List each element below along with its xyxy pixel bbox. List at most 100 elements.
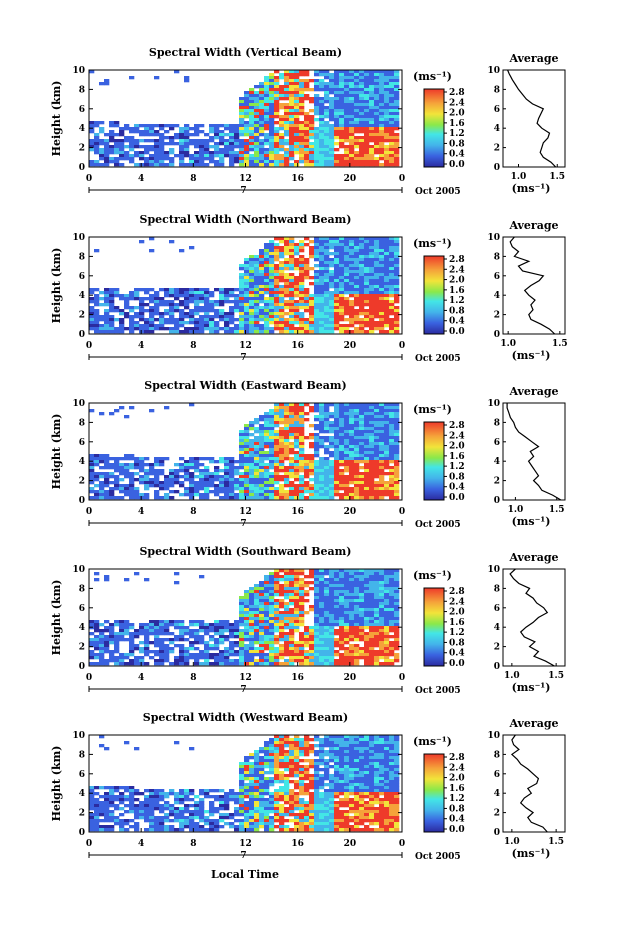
heatmap-cell — [324, 255, 330, 259]
heatmap-cell — [339, 626, 345, 630]
colorbar-unit: (ms⁻¹) — [413, 70, 452, 83]
heatmap-cell — [289, 127, 295, 131]
heatmap-cell — [259, 291, 265, 295]
heatmap-cell — [294, 315, 300, 319]
heatmap-cell — [254, 593, 260, 597]
heatmap-cell — [304, 297, 310, 301]
heatmap-cell — [369, 303, 375, 307]
heatmap-cell — [194, 154, 200, 158]
heatmap-cell — [354, 442, 360, 446]
heatmap-cell — [294, 641, 300, 645]
heatmap-cell — [309, 626, 315, 630]
heatmap-cell — [234, 626, 240, 630]
heatmap-cell — [379, 638, 385, 642]
heatmap-cell — [354, 276, 360, 280]
heatmap-cell — [394, 154, 400, 158]
heatmap-cell — [319, 148, 325, 152]
heatmap-cell — [164, 309, 170, 313]
heatmap-cell — [274, 439, 280, 443]
heatmap-cell — [319, 569, 325, 573]
heatmap-cell — [334, 418, 340, 422]
heatmap-cell — [279, 602, 285, 606]
heatmap-cell — [344, 436, 350, 440]
heatmap-cell — [284, 160, 290, 164]
heatmap-cell — [329, 237, 335, 241]
heatmap-cell — [344, 73, 350, 77]
heatmap-cell — [314, 94, 320, 98]
heatmap-cell — [239, 306, 245, 310]
heatmap-cell — [94, 647, 100, 651]
heatmap-cell — [294, 493, 300, 497]
heatmap-cell — [334, 240, 340, 244]
heatmap-cell — [339, 569, 345, 573]
heatmap-cell — [154, 154, 160, 158]
heatmap-cell — [304, 136, 310, 140]
heatmap-cell — [259, 261, 265, 265]
heatmap-cell — [119, 148, 125, 152]
heatmap-cell — [279, 321, 285, 325]
heatmap-cell — [274, 273, 280, 277]
heatmap-cell — [99, 629, 105, 633]
heatmap-cell — [229, 463, 235, 467]
heatmap-cell — [324, 70, 330, 74]
heatmap-cell — [119, 466, 125, 470]
heatmap-cell — [329, 276, 335, 280]
heatmap-cell — [314, 163, 320, 167]
heatmap-cell — [279, 460, 285, 464]
heatmap-cell — [244, 288, 250, 292]
heatmap-cell — [294, 647, 300, 651]
heatmap-cell — [369, 82, 375, 86]
heatmap-cell — [329, 330, 335, 334]
heatmap-cell — [369, 252, 375, 256]
heatmap-cell — [314, 599, 320, 603]
heatmap-cell — [349, 279, 355, 283]
heatmap-cell — [304, 318, 310, 322]
heatmap-cell — [254, 121, 260, 125]
heatmap-cell — [274, 145, 280, 149]
heatmap-cell — [369, 270, 375, 274]
heatmap-cell — [379, 142, 385, 146]
heatmap-cell — [304, 611, 310, 615]
heatmap-cell — [379, 237, 385, 241]
heatmap-cell — [309, 493, 315, 497]
heatmap-cell — [349, 617, 355, 621]
heatmap-cell — [299, 306, 305, 310]
heatmap-cell — [374, 584, 380, 588]
heatmap-cell — [359, 82, 365, 86]
heatmap-cell — [134, 127, 140, 131]
heatmap-cell — [389, 309, 395, 313]
heatmap-cell — [349, 106, 355, 110]
heatmap-cell — [314, 148, 320, 152]
heatmap-cell — [144, 309, 150, 313]
heatmap-cell — [359, 451, 365, 455]
heatmap-cell — [159, 139, 165, 143]
heatmap-cell — [379, 635, 385, 639]
heatmap-cell — [279, 103, 285, 107]
heatmap-cell — [279, 318, 285, 322]
heatmap-cell — [389, 148, 395, 152]
heatmap-cell — [344, 264, 350, 268]
heatmap-cell — [374, 469, 380, 473]
heatmap-cell — [309, 133, 315, 137]
heatmap-cell — [339, 285, 345, 289]
heatmap-cell — [264, 133, 270, 137]
heatmap-cell — [229, 142, 235, 146]
heatmap-cell — [314, 318, 320, 322]
heatmap-cell — [319, 327, 325, 331]
heatmap-cell — [289, 306, 295, 310]
heatmap-cell — [364, 484, 370, 488]
heatmap-cell — [244, 160, 250, 164]
heatmap-cell — [299, 614, 305, 618]
heatmap-cell — [369, 421, 375, 425]
heatmap-cell — [149, 133, 155, 137]
heatmap-cell — [374, 79, 380, 83]
heatmap-cell — [359, 303, 365, 307]
heatmap-cell — [299, 436, 305, 440]
heatmap-cell — [384, 300, 390, 304]
heatmap-cell — [219, 475, 225, 479]
heatmap-cell — [214, 145, 220, 149]
colorbar-tick-label: 0.8 — [449, 472, 465, 482]
heatmap-cell — [384, 629, 390, 633]
heatmap-cell — [339, 327, 345, 331]
heatmap-cell — [299, 91, 305, 95]
